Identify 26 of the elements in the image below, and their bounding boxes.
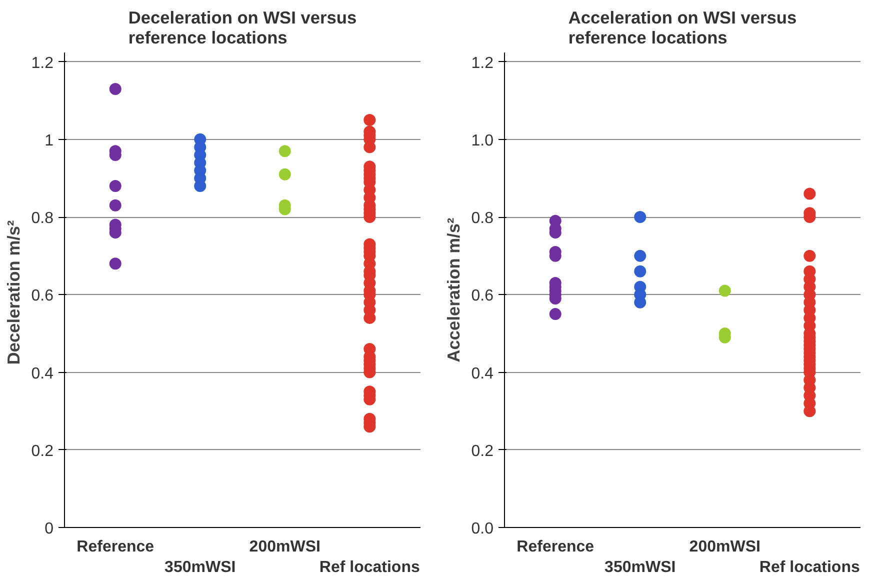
x-tick-label: 200mWSI <box>249 538 320 556</box>
y-tick-label: 0.6 <box>471 288 494 305</box>
y-tick-label: 1.2 <box>31 54 54 72</box>
x-tick-label: 200mWSI <box>689 538 760 556</box>
y-tick-label: 0.8 <box>471 210 494 228</box>
chart-title: Acceleration on WSI versus reference locations <box>568 8 797 48</box>
x-tick-label: 350mWSI <box>604 558 676 576</box>
y-tick-label: 0.6 <box>31 288 54 305</box>
x-tick-label: Ref locations <box>319 558 420 576</box>
x-tick-label: Ref locations <box>759 558 860 576</box>
y-tick-label: 0.0 <box>471 520 494 538</box>
y-tick-label: 1.0 <box>471 132 494 150</box>
y-tick-label: 0.4 <box>471 365 494 382</box>
x-tick-label: 350mWSI <box>164 558 236 576</box>
y-tick-label: 0.2 <box>471 442 494 460</box>
x-tick-label: Reference <box>516 538 594 556</box>
x-tick-label: Reference <box>76 538 154 556</box>
chart-title: Deceleration on WSI versus reference locations <box>128 8 357 48</box>
y-axis-title: Acceleration m/s² <box>443 218 464 362</box>
y-tick-label: 0 <box>44 520 54 538</box>
y-tick-label: 0.2 <box>31 442 54 460</box>
y-tick-label: 1 <box>44 132 54 150</box>
y-axis-title: Deceleration m/s² <box>3 220 24 365</box>
y-tick-label: 1.2 <box>471 54 494 72</box>
y-tick-label: 0.4 <box>31 365 54 382</box>
y-tick-label: 0.8 <box>31 210 54 228</box>
